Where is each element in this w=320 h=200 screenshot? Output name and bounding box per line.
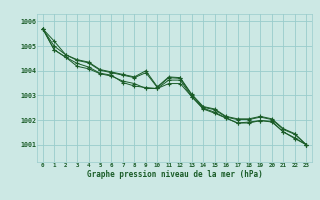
X-axis label: Graphe pression niveau de la mer (hPa): Graphe pression niveau de la mer (hPa) <box>87 170 262 179</box>
